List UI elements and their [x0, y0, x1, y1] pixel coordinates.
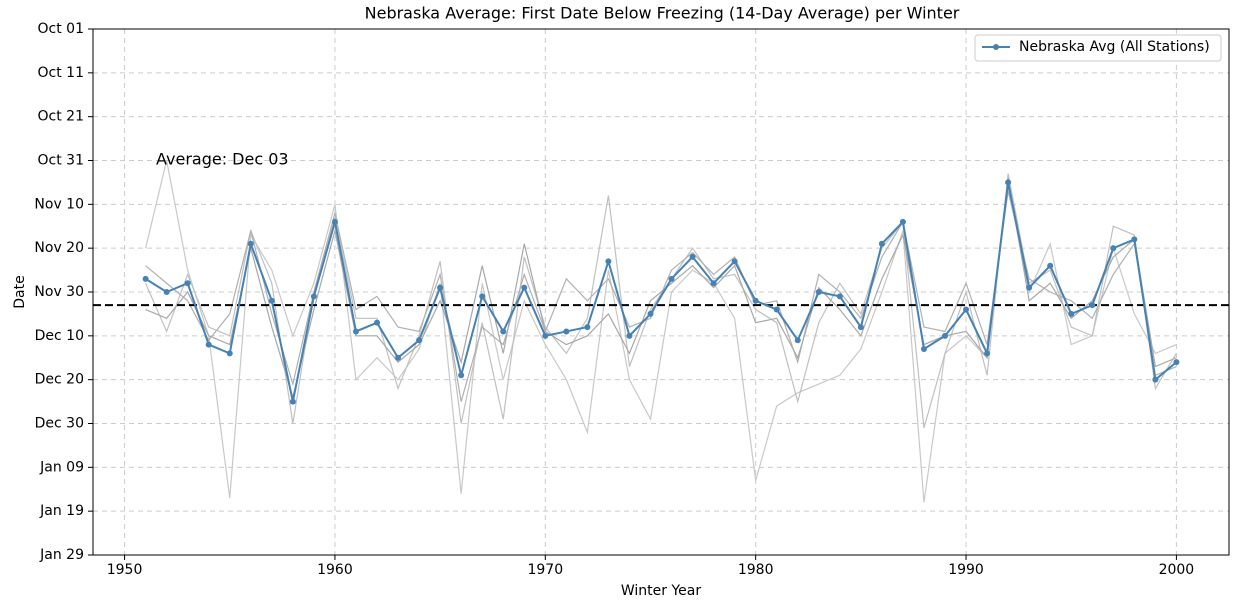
point — [710, 280, 717, 287]
annotation: Average: Dec 03 — [156, 150, 289, 169]
point — [1068, 310, 1075, 317]
legend-marker — [993, 44, 999, 50]
point — [963, 306, 970, 313]
point — [416, 337, 423, 344]
x-tick-label: 2000 — [1159, 562, 1195, 578]
x-tick-label: 1990 — [948, 562, 984, 578]
y-tick-label: Jan 19 — [39, 503, 84, 519]
y-tick-label: Nov 30 — [34, 284, 84, 300]
point — [437, 284, 444, 291]
y-tick-label: Oct 21 — [38, 109, 84, 125]
legend-box — [974, 34, 1222, 62]
y-tick-label: Nov 20 — [34, 240, 84, 256]
point — [268, 297, 275, 304]
point — [458, 372, 465, 379]
point — [773, 306, 780, 313]
point — [542, 332, 549, 339]
point — [836, 293, 843, 300]
point — [1089, 302, 1096, 309]
point — [331, 218, 338, 225]
point — [1047, 262, 1054, 269]
point — [857, 324, 864, 331]
plot-frame — [92, 28, 1230, 556]
point — [352, 328, 359, 335]
point — [142, 275, 149, 282]
point — [500, 328, 507, 335]
point — [920, 345, 927, 352]
x-tick-label: 1980 — [738, 562, 774, 578]
point — [247, 240, 254, 247]
y-tick-label: Dec 30 — [35, 416, 84, 432]
point — [689, 253, 696, 260]
point — [1005, 179, 1012, 186]
point — [668, 275, 675, 282]
point — [395, 354, 402, 361]
x-tick-label: 1950 — [107, 562, 143, 578]
point — [479, 293, 486, 300]
y-axis-label: Date — [12, 275, 28, 308]
point — [289, 398, 296, 405]
x-axis-label: Winter Year — [621, 583, 701, 599]
point — [163, 289, 170, 295]
point — [584, 324, 591, 331]
point — [752, 297, 759, 304]
y-tick-label: Nov 10 — [34, 196, 84, 212]
point — [647, 310, 654, 317]
point — [984, 350, 991, 357]
chart-title: Nebraska Average: First Date Below Freez… — [365, 4, 960, 23]
y-tick-label: Oct 01 — [38, 21, 84, 37]
point — [899, 218, 906, 225]
point — [815, 289, 822, 295]
point — [184, 280, 191, 287]
point — [226, 350, 233, 357]
point — [205, 341, 212, 348]
y-tick-label: Jan 29 — [39, 547, 84, 563]
y-tick-label: Jan 09 — [39, 459, 84, 475]
point — [310, 293, 317, 300]
point — [374, 319, 380, 326]
point — [731, 258, 738, 265]
station-line — [145, 173, 1177, 429]
legend-label: Nebraska Avg (All Stations) — [1019, 39, 1210, 55]
y-tick-label: Oct 31 — [38, 153, 84, 169]
point — [605, 258, 612, 265]
x-tick-label: 1970 — [527, 562, 563, 578]
point — [1110, 245, 1117, 252]
x-tick-label: 1960 — [317, 562, 353, 578]
point — [878, 240, 885, 247]
y-tick-label: Dec 10 — [35, 328, 84, 344]
series-line — [145, 182, 1178, 402]
station-line — [145, 160, 1177, 503]
point — [1173, 359, 1180, 366]
point — [1152, 376, 1159, 383]
point — [563, 328, 570, 335]
y-tick-label: Dec 20 — [35, 372, 84, 388]
point — [626, 332, 633, 339]
point — [521, 284, 528, 291]
point — [942, 332, 948, 339]
point — [794, 337, 801, 344]
y-tick-label: Oct 11 — [38, 65, 84, 81]
point — [1131, 236, 1138, 243]
point — [1026, 284, 1033, 291]
